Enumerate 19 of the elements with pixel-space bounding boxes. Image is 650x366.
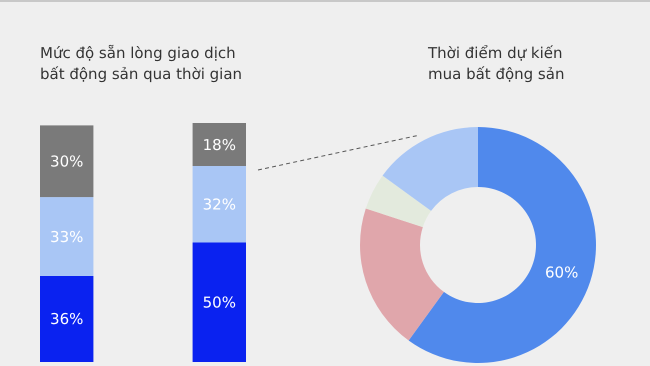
- bar: [40, 197, 94, 276]
- bar: [40, 276, 94, 362]
- data-label: 33%: [50, 228, 84, 246]
- data-label: 32%: [202, 196, 236, 214]
- bar: [40, 125, 94, 198]
- donut-slice: [382, 127, 478, 211]
- bar: [192, 123, 246, 166]
- donut-slice: [366, 176, 432, 228]
- data-label: 50%: [202, 294, 236, 312]
- data-label: 30%: [50, 152, 84, 170]
- data-label: 18%: [202, 136, 236, 154]
- bar: [192, 166, 246, 242]
- data-label: 36%: [50, 310, 84, 328]
- chart-title: Thời điểm dự kiến mua bất động sản: [427, 44, 564, 83]
- donut-slice: [360, 208, 444, 340]
- chart-title: Mức độ sẵn lòng giao dịch bất động sản qua thời gian: [40, 44, 242, 83]
- data-label: 60%: [545, 263, 578, 282]
- bar: [192, 242, 246, 362]
- donut-slice: [408, 127, 596, 363]
